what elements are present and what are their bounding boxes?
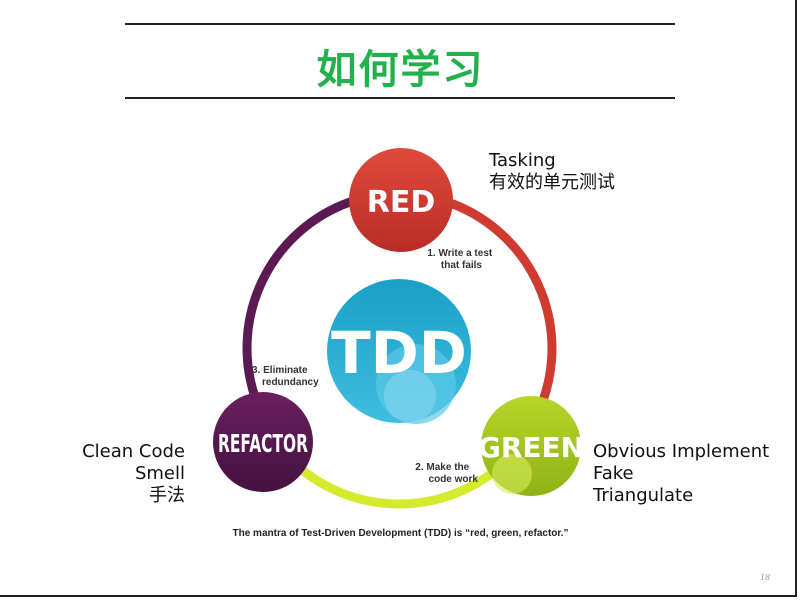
red-node: RED (349, 148, 453, 252)
green-node: GREEN (478, 396, 584, 496)
step2-label: 2. Make the code work (415, 462, 478, 485)
refactor-note: Clean Code Smell 手法 (60, 441, 185, 507)
step3-label: 3. Eliminate redundancy (252, 365, 319, 388)
refactor-node-label: REFACTOR (218, 429, 308, 458)
step2-line1: 2. Make the (415, 462, 469, 473)
tasking-note-line: 有效的单元测试 (489, 172, 615, 193)
title-rule-top (125, 23, 675, 25)
green-note-line: Fake (593, 463, 634, 484)
step2-line2: code work (429, 474, 479, 485)
step3-line2: redundancy (262, 377, 319, 388)
refactor-node: REFACTOR (213, 392, 313, 492)
arc-red-to-green (448, 199, 557, 424)
tdd-center-circle: TDD (327, 279, 471, 424)
step3-line1: 3. Eliminate (252, 365, 308, 376)
arc-green-to-refactor (282, 451, 501, 509)
arc-refactor-to-red (242, 197, 355, 405)
diagram-caption: The mantra of Test-Driven Development (T… (232, 528, 569, 539)
green-note-line: Obvious Implement (593, 441, 770, 462)
step1-line1: 1. Write a test (427, 248, 493, 259)
refactor-note-line: Smell (134, 463, 185, 484)
tasking-note: Tasking 有效的单元测试 (489, 150, 615, 194)
tdd-center-label: TDD (331, 319, 467, 387)
refactor-note-line: 手法 (149, 485, 185, 506)
green-note-line: Triangulate (593, 485, 694, 506)
page-number: 18 (760, 573, 771, 582)
title-rule-bottom (125, 97, 675, 99)
step1-line2: that fails (441, 260, 483, 271)
red-node-label: RED (367, 185, 436, 220)
green-node-label: GREEN (478, 431, 584, 464)
refactor-note-line: Clean Code (82, 441, 185, 462)
step1-label: 1. Write a test that fails (427, 248, 495, 271)
tdd-cycle-diagram: TDD RED GREEN REFACTOR 1. Write a test t… (213, 148, 584, 509)
tasking-note-line: Tasking (489, 150, 556, 171)
green-note: Obvious Implement Fake Triangulate (593, 441, 769, 507)
slide-title: 如何学习 (316, 47, 485, 93)
